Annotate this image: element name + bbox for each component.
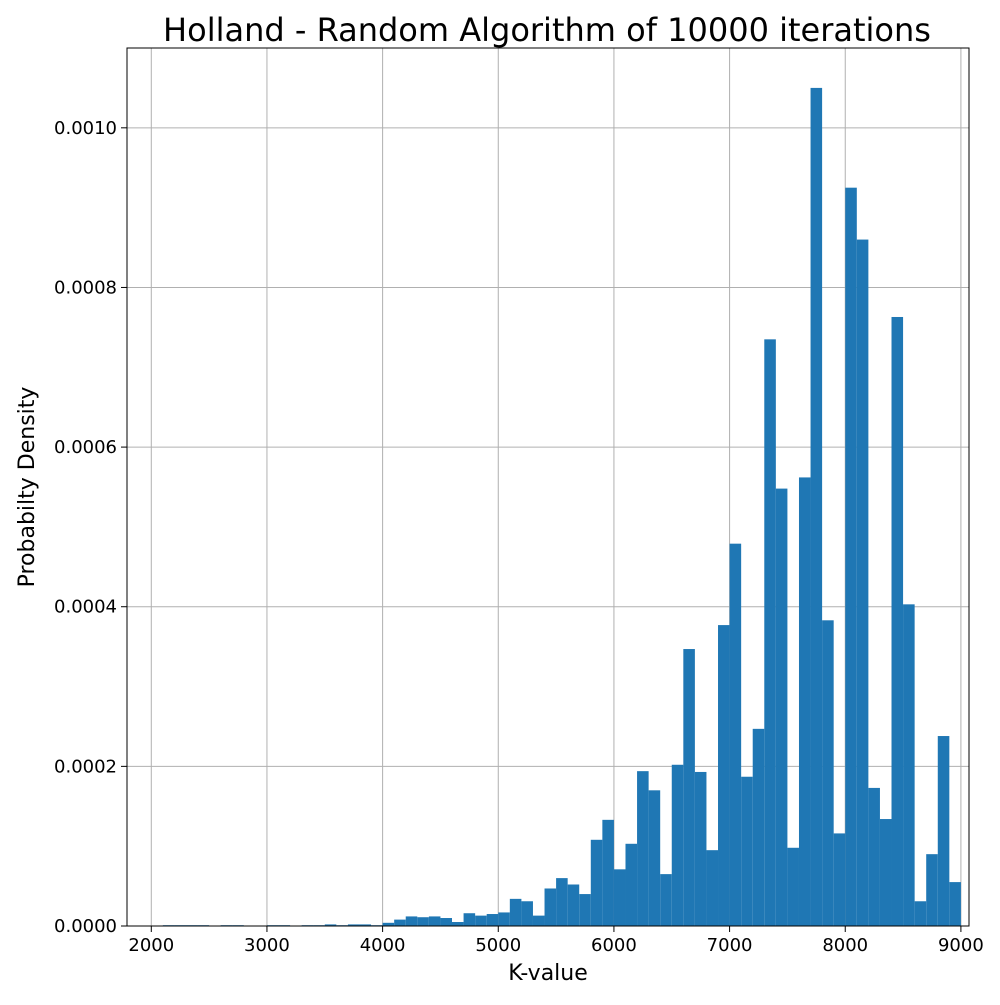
x-tick-label: 5000	[475, 935, 521, 956]
histogram-bar	[718, 625, 730, 926]
histogram-bar	[556, 878, 568, 926]
histogram-bar	[741, 776, 753, 926]
histogram-bar	[856, 239, 869, 927]
histogram-bar	[428, 916, 441, 926]
y-tick-label: 0.0002	[54, 756, 117, 777]
histogram-bar	[579, 894, 591, 926]
histogram-bar	[891, 316, 904, 926]
histogram-bar	[926, 854, 938, 926]
x-tick-label: 2000	[128, 935, 174, 956]
y-tick-label: 0.0006	[54, 437, 117, 458]
histogram-bar	[475, 915, 487, 926]
histogram-bar	[417, 917, 429, 926]
histogram-bar	[324, 924, 337, 926]
histogram-bar	[798, 477, 811, 926]
histogram-bar	[637, 771, 649, 926]
y-axis: 0.0000 0.0002 0.0004 0.0006 0.0008 0.0010	[54, 118, 127, 937]
histogram-bar	[752, 728, 765, 926]
histogram-bar	[613, 869, 626, 926]
y-tick-label: 0.0008	[54, 277, 117, 298]
histogram-bar	[405, 916, 418, 926]
histogram-bar	[671, 764, 684, 926]
y-axis-label: Probabilty Density	[15, 387, 40, 588]
histogram-bar	[359, 924, 372, 926]
histogram-bar	[949, 882, 961, 926]
x-tick-label: 8000	[822, 935, 868, 956]
grid-layer	[127, 48, 969, 927]
x-tick-label: 9000	[938, 935, 984, 956]
histogram-bar	[764, 339, 776, 926]
histogram-bar	[544, 888, 557, 926]
histogram-bar	[486, 914, 499, 926]
histogram-bar	[394, 919, 406, 926]
plot-frame	[126, 47, 970, 927]
histogram-bar	[625, 843, 638, 926]
histogram-bar	[521, 901, 533, 926]
histogram-bar	[452, 922, 464, 926]
histogram-bar	[845, 187, 857, 926]
histogram-bar	[810, 87, 823, 927]
x-tick-label: 6000	[591, 935, 637, 956]
histogram-bar	[602, 819, 614, 926]
histogram-bar	[440, 918, 453, 926]
histogram-bar	[775, 488, 788, 926]
histogram-bar	[787, 847, 799, 926]
histogram-bar	[509, 898, 522, 926]
histogram-bar	[660, 874, 672, 926]
histogram-bar	[347, 924, 360, 926]
histogram-bar	[914, 901, 927, 926]
x-tick-label: 3000	[244, 935, 290, 956]
histogram-bar	[694, 771, 707, 926]
histogram-bar	[590, 839, 603, 926]
histogram-bar	[532, 915, 545, 926]
x-axis-label: K-value	[508, 961, 588, 986]
chart-title: Holland - Random Algorithm of 10000 iter…	[163, 11, 931, 49]
histogram-bar	[868, 787, 880, 926]
bar-layer	[162, 87, 961, 927]
y-tick-label: 0.0004	[54, 597, 117, 618]
y-tick-label: 0.0000	[54, 916, 117, 937]
histogram-bar	[822, 620, 834, 926]
histogram-bar	[879, 819, 892, 926]
histogram-bar	[498, 912, 510, 926]
histogram-bar	[937, 736, 950, 926]
histogram-bar	[567, 884, 580, 926]
histogram-bar	[706, 850, 719, 926]
histogram-bar	[648, 790, 661, 926]
histogram-bar	[729, 543, 742, 926]
histogram-bar	[382, 922, 395, 926]
histogram-bar	[903, 604, 915, 926]
y-tick-label: 0.0010	[54, 118, 117, 139]
x-tick-label: 4000	[360, 935, 406, 956]
histogram-bar	[683, 649, 695, 926]
x-tick-label: 7000	[707, 935, 753, 956]
x-axis: 2000 3000 4000 5000 6000 7000 8000 9000	[128, 926, 984, 956]
histogram-bar	[833, 833, 846, 926]
histogram-bar	[463, 913, 476, 926]
